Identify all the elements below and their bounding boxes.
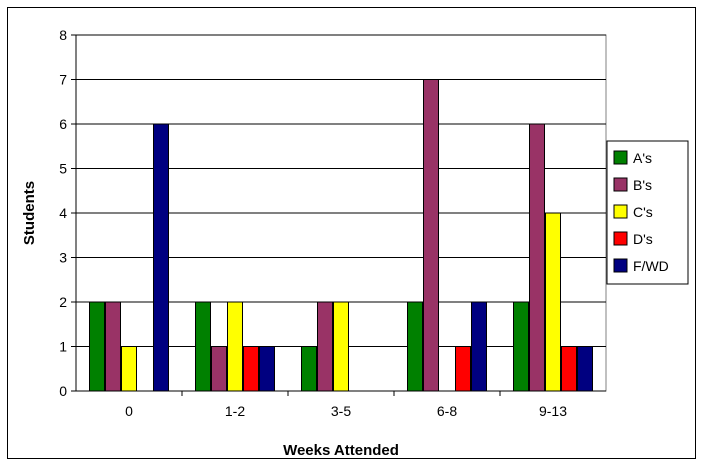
bar bbox=[121, 346, 137, 392]
bar bbox=[211, 346, 227, 392]
bar bbox=[529, 123, 545, 392]
legend-label: F/WD bbox=[633, 258, 669, 274]
legend-label: D's bbox=[633, 231, 653, 247]
x-tick-labels: 0 1-2 3-5 6-8 9-13 bbox=[125, 391, 567, 419]
x-tick-label: 1-2 bbox=[225, 403, 245, 419]
legend-swatch bbox=[613, 258, 628, 273]
x-tick-label: 0 bbox=[125, 403, 133, 419]
bar bbox=[243, 346, 259, 392]
x-tick-label: 6-8 bbox=[437, 403, 457, 419]
legend-swatch bbox=[613, 150, 628, 165]
bar bbox=[317, 301, 333, 392]
legend-label: A's bbox=[633, 150, 652, 166]
bar bbox=[153, 123, 169, 392]
y-tick-label: 3 bbox=[59, 250, 67, 266]
bar bbox=[545, 212, 561, 392]
bar bbox=[455, 346, 471, 392]
y-axis-title: Students bbox=[21, 181, 38, 245]
bar bbox=[577, 346, 593, 392]
y-tick-label: 0 bbox=[59, 383, 67, 399]
legend-swatch bbox=[613, 231, 628, 246]
bar bbox=[561, 346, 577, 392]
legend-label: C's bbox=[633, 204, 653, 220]
bar bbox=[407, 301, 423, 392]
legend-swatch bbox=[613, 177, 628, 192]
bar bbox=[471, 301, 487, 392]
y-tick-label: 8 bbox=[59, 27, 67, 43]
legend: A's B's C's D's F/WD bbox=[606, 140, 689, 285]
bar bbox=[513, 301, 529, 392]
y-tick-label: 6 bbox=[59, 116, 67, 132]
y-tick-labels: 0 1 2 3 4 5 6 7 8 bbox=[59, 27, 67, 399]
bar bbox=[301, 346, 317, 392]
x-tick-label: 9-13 bbox=[539, 403, 567, 419]
legend-label: B's bbox=[633, 177, 652, 193]
bars bbox=[89, 79, 593, 392]
bar bbox=[259, 346, 275, 392]
x-axis-title: Weeks Attended bbox=[283, 442, 399, 459]
axes bbox=[75, 35, 606, 392]
bar bbox=[89, 301, 105, 392]
y-tick-label: 7 bbox=[59, 72, 67, 88]
bar bbox=[105, 301, 121, 392]
bar bbox=[195, 301, 211, 392]
y-tick-label: 1 bbox=[59, 339, 67, 355]
bar bbox=[333, 301, 349, 392]
bar bbox=[227, 301, 243, 392]
x-tick-label: 3-5 bbox=[331, 403, 351, 419]
y-tick-label: 5 bbox=[59, 161, 67, 177]
legend-swatch bbox=[613, 204, 628, 219]
y-tick-label: 2 bbox=[59, 294, 67, 310]
bar bbox=[423, 79, 439, 392]
y-tick-label: 4 bbox=[59, 205, 67, 221]
